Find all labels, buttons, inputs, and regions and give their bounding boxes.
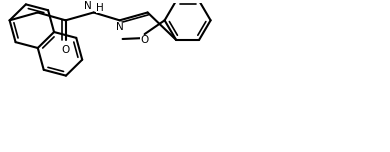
Text: O: O (62, 45, 70, 55)
Text: H: H (96, 3, 103, 13)
Text: N: N (84, 1, 92, 11)
Text: O: O (140, 35, 149, 45)
Text: N: N (116, 22, 124, 32)
